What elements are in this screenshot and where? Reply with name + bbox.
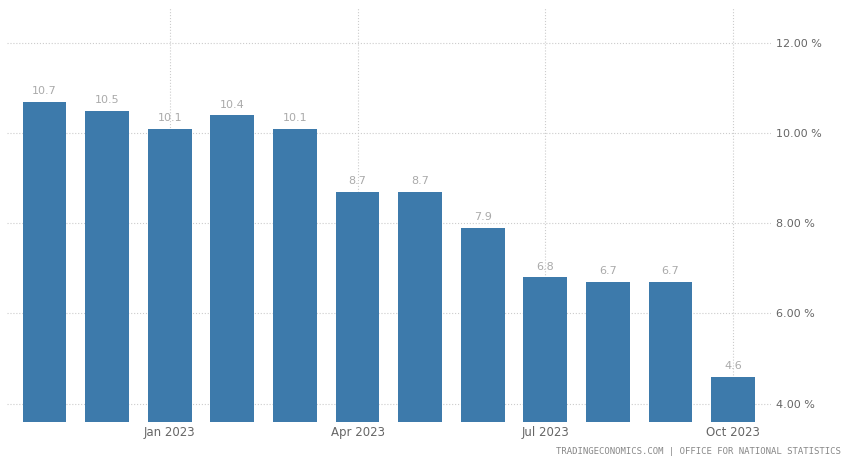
Text: 6.8: 6.8 (536, 262, 554, 272)
Bar (648, 282, 692, 465)
Bar (585, 282, 630, 465)
Bar (273, 129, 316, 465)
Bar (523, 277, 566, 465)
Bar (335, 192, 379, 465)
Text: 10.1: 10.1 (282, 113, 307, 123)
Text: 10.7: 10.7 (32, 86, 57, 96)
Text: 10.5: 10.5 (95, 95, 119, 105)
Text: 8.7: 8.7 (410, 176, 428, 186)
Bar (85, 111, 129, 465)
Text: 10.1: 10.1 (157, 113, 182, 123)
Text: 6.7: 6.7 (661, 266, 679, 277)
Text: 4.6: 4.6 (723, 361, 741, 371)
Bar (210, 115, 254, 465)
Text: 10.4: 10.4 (220, 100, 245, 110)
Text: TRADINGECONOMICS.COM | OFFICE FOR NATIONAL STATISTICS: TRADINGECONOMICS.COM | OFFICE FOR NATION… (555, 447, 840, 456)
Text: 8.7: 8.7 (348, 176, 366, 186)
Bar (22, 101, 67, 465)
Bar (711, 377, 754, 465)
Bar (397, 192, 442, 465)
Text: 7.9: 7.9 (473, 213, 491, 222)
Bar (148, 129, 191, 465)
Text: 6.7: 6.7 (598, 266, 616, 277)
Bar (461, 228, 504, 465)
